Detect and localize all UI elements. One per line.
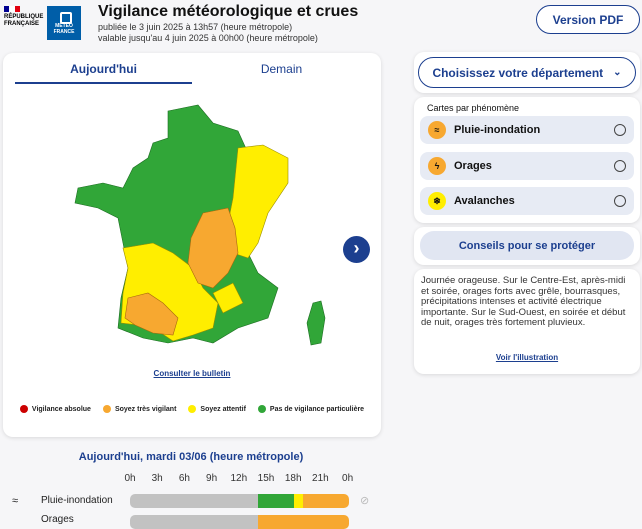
phenomenon-rain-flood[interactable]: ≈ Pluie-inondation xyxy=(420,116,634,144)
map-legend: Vigilance absolue Soyez très vigilant So… xyxy=(3,405,381,413)
hour-label: 15h xyxy=(257,473,275,484)
bulletin-card: Journée orageuse. Sur le Centre-Est, apr… xyxy=(414,269,640,374)
timeline-segment xyxy=(257,494,295,508)
hour-label: 9h xyxy=(206,473,218,484)
advice-button[interactable]: Conseils pour se protéger xyxy=(420,231,634,260)
timeline-title: Aujourd'hui, mardi 03/06 (heure métropol… xyxy=(78,451,304,463)
meteo-france-logo: METEO FRANCE xyxy=(47,6,81,40)
phenomenon-thunderstorm[interactable]: ϟ Orages xyxy=(420,152,634,180)
eye-off-icon[interactable]: ⊘ xyxy=(360,495,370,507)
hour-label: 6h xyxy=(178,473,190,484)
timeline-segment xyxy=(303,494,349,508)
chevron-down-icon: ⌄ xyxy=(613,67,622,78)
timeline-segment xyxy=(294,494,304,508)
timeline-segment xyxy=(130,494,258,508)
rain-flood-icon: ≈ xyxy=(12,495,19,507)
hour-label: 3h xyxy=(151,473,163,484)
timeline-bar-thunderstorm xyxy=(130,515,349,529)
timeline-row-label: Pluie-inondation xyxy=(41,495,113,506)
zone-orange[interactable] xyxy=(187,207,239,289)
department-card: Choisissez votre département ⌄ xyxy=(414,52,640,93)
bulletin-text: Journée orageuse. Sur le Centre-Est, apr… xyxy=(421,275,626,328)
radio-button[interactable] xyxy=(614,124,626,136)
timeline-segment xyxy=(257,515,349,529)
legend-item: Soyez attentif xyxy=(188,405,246,413)
next-day-button[interactable]: › xyxy=(343,236,370,263)
timeline-bar-rain-flood xyxy=(130,494,349,508)
pdf-button[interactable]: Version PDF xyxy=(536,5,640,34)
hour-label: 0h xyxy=(342,473,354,484)
illustration-link[interactable]: Voir l'illustration xyxy=(495,353,559,362)
department-select[interactable]: Choisissez votre département ⌄ xyxy=(418,57,636,88)
phenomenon-avalanche[interactable]: ❄ Avalanches xyxy=(420,187,634,215)
republique-francaise-logo: RÉPUBLIQUE FRANÇAISE xyxy=(4,6,43,28)
phenomena-title: Cartes par phénomène xyxy=(427,103,520,113)
legend-item: Pas de vigilance particulière xyxy=(257,405,364,413)
timeline-segment xyxy=(130,515,258,529)
page-title: Vigilance météorologique et crues xyxy=(98,3,359,20)
radio-button[interactable] xyxy=(614,160,626,172)
hour-label: 18h xyxy=(284,473,302,484)
hour-label: 0h xyxy=(124,473,136,484)
vigilance-map[interactable] xyxy=(63,103,343,363)
radio-button[interactable] xyxy=(614,195,626,207)
hour-label: 21h xyxy=(312,473,329,484)
valid-until: valable jusqu'au 4 juin 2025 à 00h00 (he… xyxy=(98,33,318,43)
zone-yellow[interactable] xyxy=(227,144,289,259)
zone-yellow-se[interactable] xyxy=(212,282,244,314)
bulletin-link[interactable]: Consulter le bulletin xyxy=(153,369,231,378)
zone-orange-sw[interactable] xyxy=(124,292,179,336)
rain-flood-icon: ≈ xyxy=(428,121,446,139)
corsica[interactable] xyxy=(306,300,326,346)
avalanche-icon: ❄ xyxy=(428,192,446,210)
tab-tomorrow[interactable]: Demain xyxy=(260,62,303,76)
legend-item: Vigilance absolue xyxy=(19,405,91,413)
published-date: publiée le 3 juin 2025 à 13h57 (heure mé… xyxy=(98,22,293,32)
advice-card: Conseils pour se protéger xyxy=(414,227,640,265)
map-card: Aujourd'hui Demain › Consulter le bullet… xyxy=(3,53,381,437)
tab-today[interactable]: Aujourd'hui xyxy=(15,62,192,84)
legend-item: Soyez très vigilant xyxy=(102,405,176,413)
thunderstorm-icon: ϟ xyxy=(428,157,446,175)
hour-label: 12h xyxy=(230,473,248,484)
chevron-right-icon: › xyxy=(353,238,360,258)
